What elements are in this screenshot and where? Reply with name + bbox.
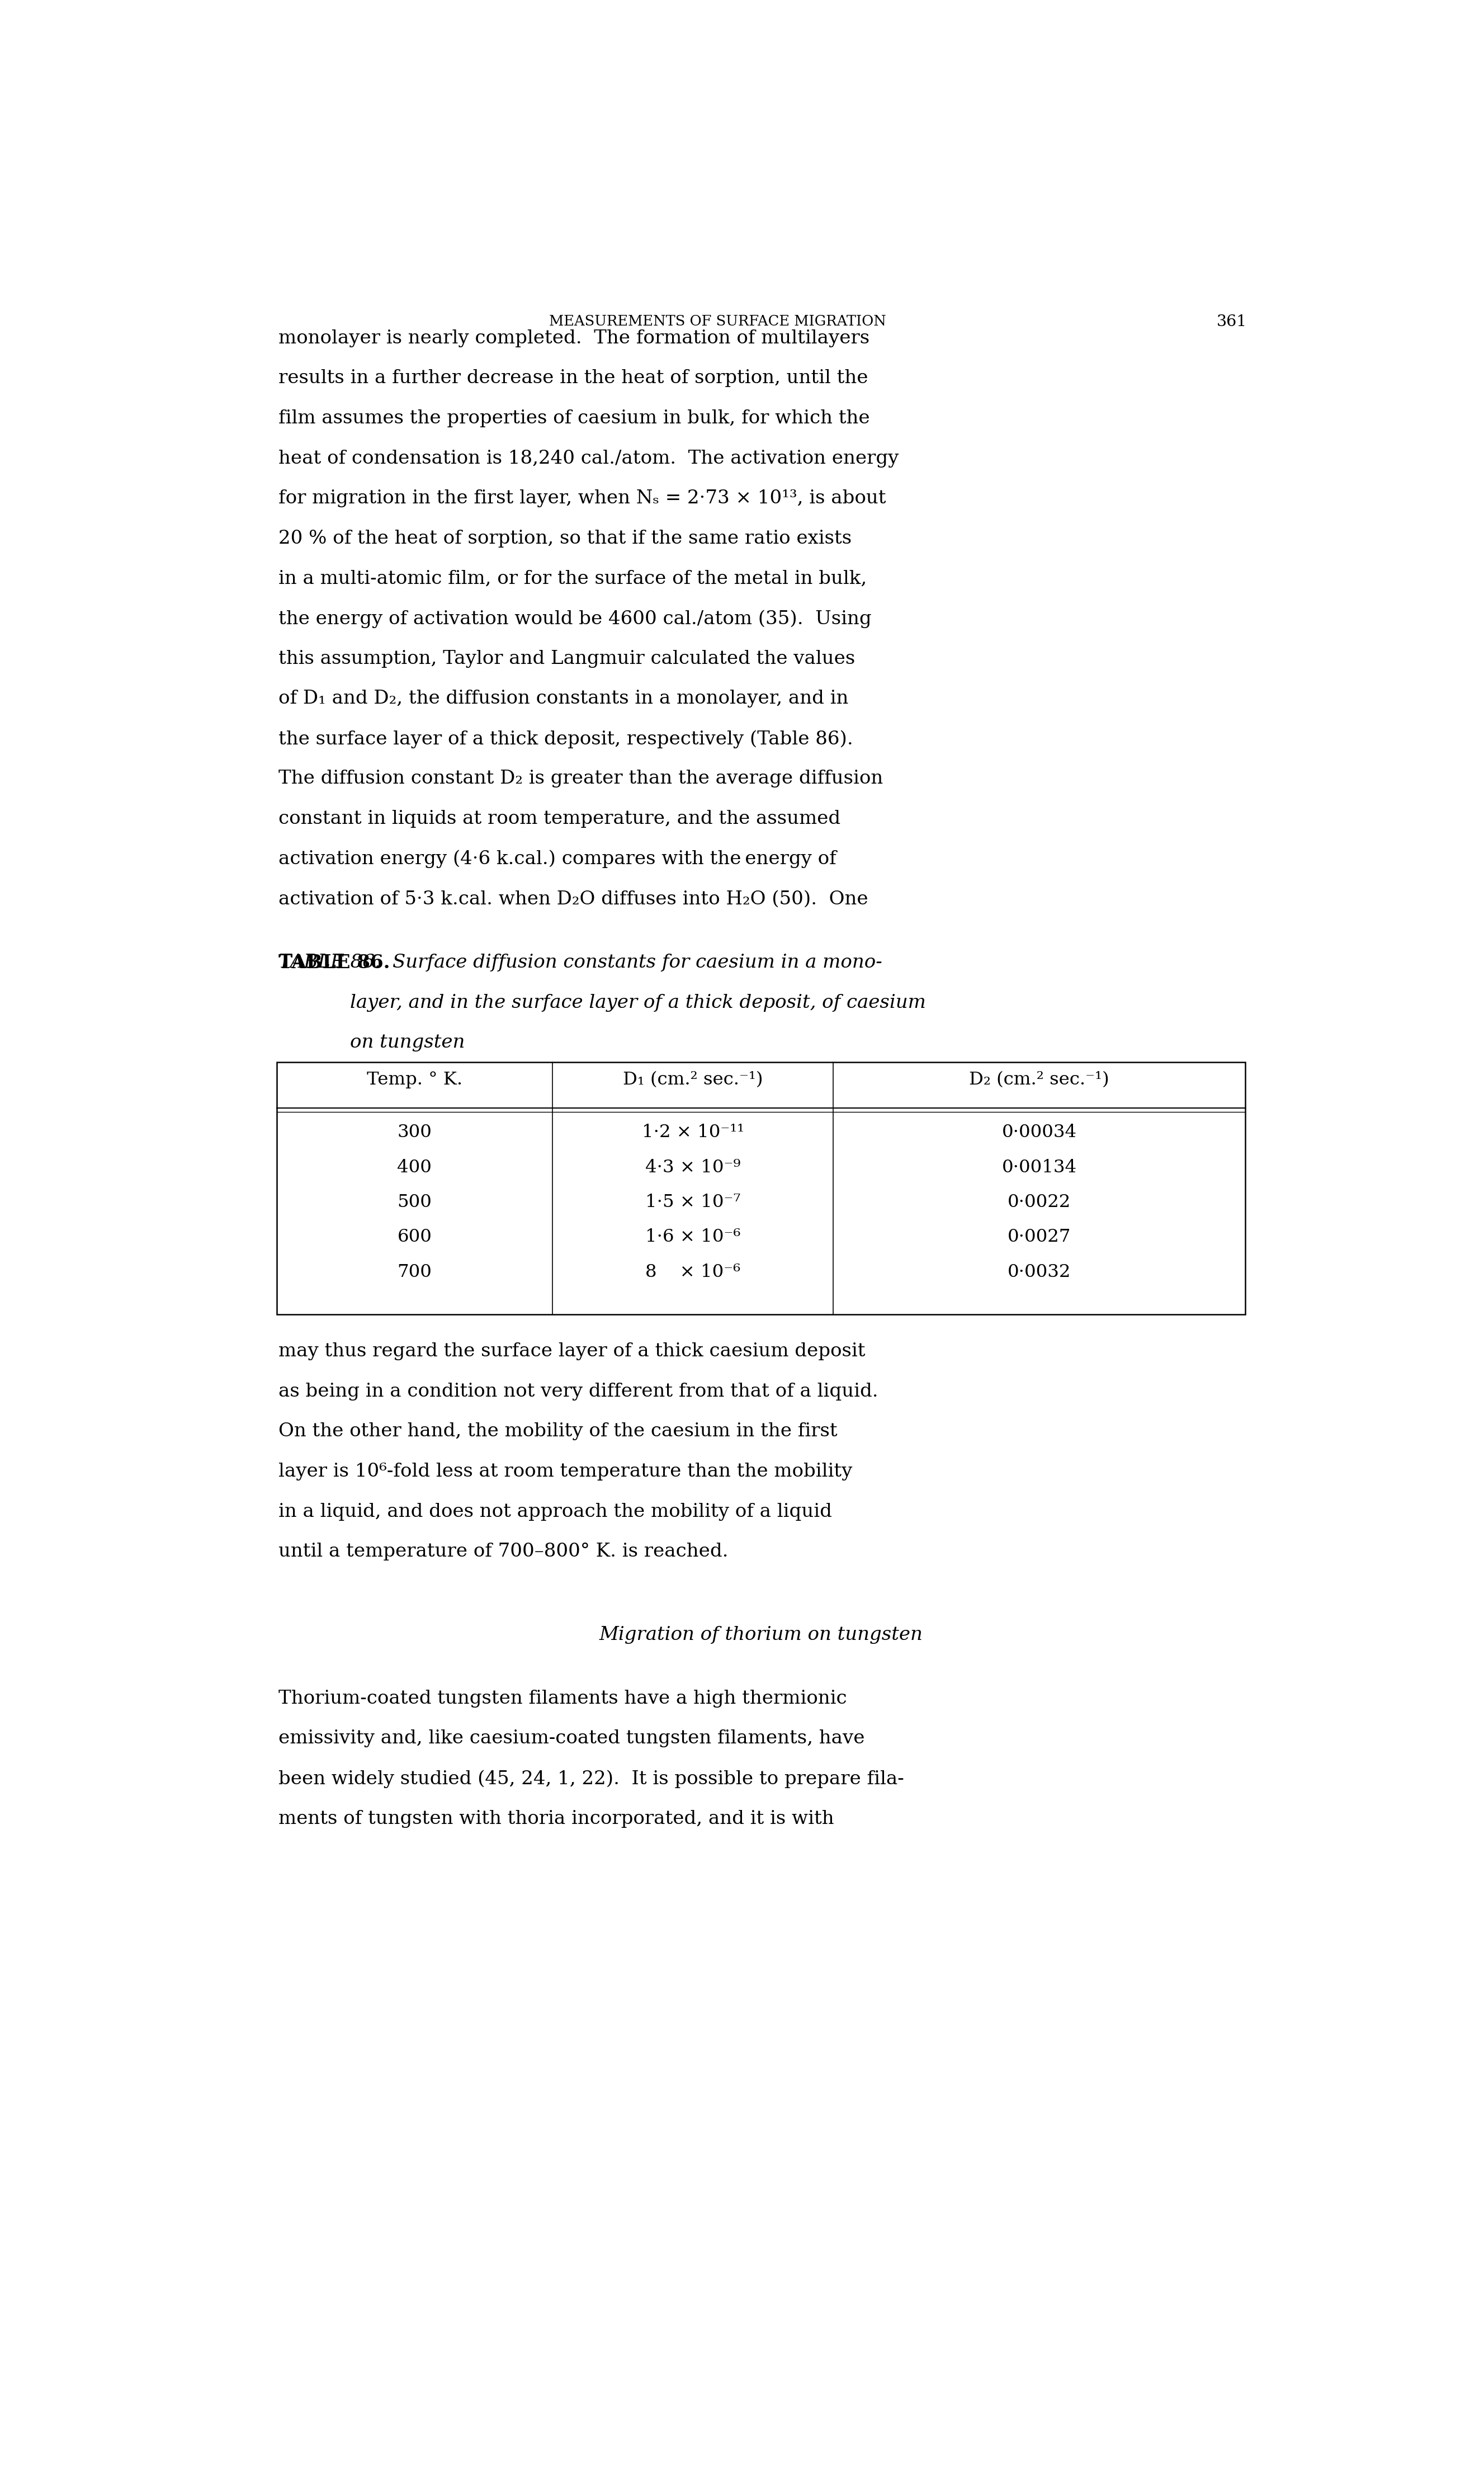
Text: 0·0032: 0·0032 [1008,1262,1071,1280]
Text: 0·00034: 0·00034 [1002,1124,1077,1141]
Text: 0·0027: 0·0027 [1008,1228,1071,1245]
Text: activation of 5·3 k.cal. when D₂O diffuses into H₂O (50).  One: activation of 5·3 k.cal. when D₂O diffus… [279,891,868,908]
Text: as being in a condition not very different from that of a liquid.: as being in a condition not very differe… [279,1384,879,1401]
Text: 361: 361 [1217,314,1247,329]
Text: layer, and in the surface layer of a thick deposit, of caesium: layer, and in the surface layer of a thi… [350,995,926,1012]
Text: 1·2 × 10⁻¹¹: 1·2 × 10⁻¹¹ [641,1124,743,1141]
Text: film assumes the properties of caesium in bulk, for which the: film assumes the properties of caesium i… [279,408,870,428]
Text: 700: 700 [398,1262,432,1280]
Text: 1·5 × 10⁻⁷: 1·5 × 10⁻⁷ [646,1193,741,1210]
Text: 1·6 × 10⁻⁶: 1·6 × 10⁻⁶ [646,1228,741,1245]
Text: results in a further decrease in the heat of sorption, until the: results in a further decrease in the hea… [279,369,868,386]
Text: 4·3 × 10⁻⁹: 4·3 × 10⁻⁹ [646,1158,741,1176]
Text: On the other hand, the mobility of the caesium in the first: On the other hand, the mobility of the c… [279,1423,837,1440]
Text: Thorium-coated tungsten filaments have a high thermionic: Thorium-coated tungsten filaments have a… [279,1690,847,1708]
Text: 400: 400 [398,1158,432,1176]
Text: monolayer is nearly completed.  The formation of multilayers: monolayer is nearly completed. The forma… [279,329,870,346]
Text: MEASUREMENTS OF SURFACE MIGRATION: MEASUREMENTS OF SURFACE MIGRATION [549,314,886,329]
Text: The diffusion constant D₂ is greater than the average diffusion: The diffusion constant D₂ is greater tha… [279,770,883,787]
Text: on tungsten: on tungsten [350,1035,464,1052]
Text: been widely studied (45, 24, 1, 22).  It is possible to prepare fila-: been widely studied (45, 24, 1, 22). It … [279,1770,904,1787]
Text: the energy of activation would be 4600 cal./atom (35).  Using: the energy of activation would be 4600 c… [279,609,871,629]
Text: TABLE 86.  Surface diffusion constants for caesium in a mono-: TABLE 86. Surface diffusion constants fo… [279,953,883,973]
Text: 8    × 10⁻⁶: 8 × 10⁻⁶ [646,1262,741,1280]
Text: the surface layer of a thick deposit, respectively (Table 86).: the surface layer of a thick deposit, re… [279,730,853,747]
Text: heat of condensation is 18,240 cal./atom.  The activation energy: heat of condensation is 18,240 cal./atom… [279,450,899,468]
Text: TABLE 86.: TABLE 86. [279,953,390,973]
Text: layer is 10⁶-fold less at room temperature than the mobility: layer is 10⁶-fold less at room temperatu… [279,1463,853,1480]
Text: Temp. ° K.: Temp. ° K. [367,1072,463,1089]
Text: 0·00134: 0·00134 [1002,1158,1077,1176]
Text: 600: 600 [398,1228,432,1245]
Text: emissivity and, like caesium-coated tungsten filaments, have: emissivity and, like caesium-coated tung… [279,1730,865,1747]
Text: may thus regard the surface layer of a thick caesium deposit: may thus regard the surface layer of a t… [279,1341,865,1361]
Text: constant in liquids at room temperature, and the assumed: constant in liquids at room temperature,… [279,809,841,827]
Text: for migration in the first layer, when Nₛ = 2·73 × 10¹³, is about: for migration in the first layer, when N… [279,490,886,507]
Text: D₂ (cm.² sec.⁻¹): D₂ (cm.² sec.⁻¹) [969,1072,1109,1089]
Text: 300: 300 [398,1124,432,1141]
Text: activation energy (4·6 k.cal.) compares with the energy of: activation energy (4·6 k.cal.) compares … [279,849,837,869]
Text: in a liquid, and does not approach the mobility of a liquid: in a liquid, and does not approach the m… [279,1502,833,1520]
Text: until a temperature of 700–800° K. is reached.: until a temperature of 700–800° K. is re… [279,1542,729,1562]
Text: ments of tungsten with thoria incorporated, and it is with: ments of tungsten with thoria incorporat… [279,1809,834,1827]
Text: 20 % of the heat of sorption, so that if the same ratio exists: 20 % of the heat of sorption, so that if… [279,530,852,547]
Text: 500: 500 [398,1193,432,1210]
Text: Migration of thorium on tungsten: Migration of thorium on tungsten [600,1626,923,1643]
Text: in a multi-atomic film, or for the surface of the metal in bulk,: in a multi-atomic film, or for the surfa… [279,569,867,587]
Text: D₁ (cm.² sec.⁻¹): D₁ (cm.² sec.⁻¹) [623,1072,763,1089]
Text: this assumption, Taylor and Langmuir calculated the values: this assumption, Taylor and Langmuir cal… [279,651,855,668]
Bar [276,1062,1245,1314]
Text: of D₁ and D₂, the diffusion constants in a monolayer, and in: of D₁ and D₂, the diffusion constants in… [279,691,849,708]
Text: 0·0022: 0·0022 [1008,1193,1071,1210]
